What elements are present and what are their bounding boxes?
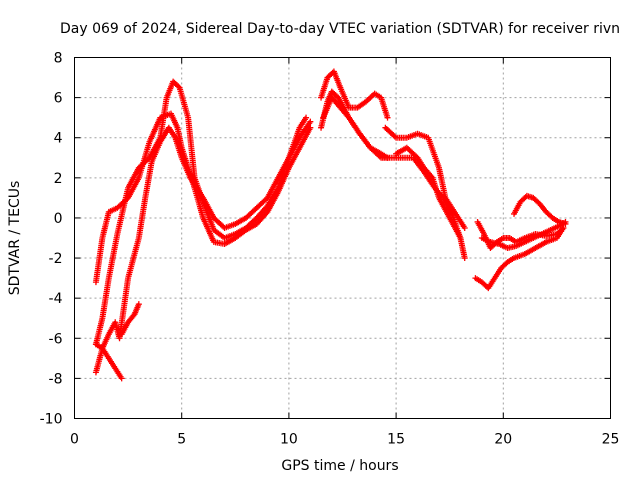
data-point bbox=[118, 375, 125, 382]
y-tick-label: -4 bbox=[49, 291, 63, 307]
data-points bbox=[92, 68, 569, 382]
x-tick-label: 25 bbox=[602, 432, 620, 448]
series-track-11 bbox=[320, 94, 391, 161]
x-tick-label: 10 bbox=[280, 432, 298, 448]
y-tick-label: -6 bbox=[49, 331, 63, 347]
series-track-16 bbox=[474, 218, 567, 252]
axis-ticks bbox=[74, 57, 611, 419]
y-tick-label: 2 bbox=[54, 171, 63, 187]
y-axis-title: SDTVAR / TECUs bbox=[7, 181, 23, 296]
data-point bbox=[130, 312, 137, 319]
data-point bbox=[384, 114, 391, 121]
data-point bbox=[559, 226, 566, 233]
series-track-9 bbox=[92, 124, 194, 376]
y-tick-label: 4 bbox=[54, 131, 63, 147]
series-track-13 bbox=[92, 341, 125, 382]
data-point bbox=[135, 301, 142, 308]
y-tick-label: 6 bbox=[54, 91, 63, 107]
data-point bbox=[457, 235, 464, 241]
plot-frame bbox=[74, 57, 611, 419]
data-point bbox=[175, 83, 182, 90]
series-track-4 bbox=[393, 144, 468, 262]
chart-title: Day 069 of 2024, Sidereal Day-to-day VTE… bbox=[60, 21, 620, 37]
y-tick-label: 0 bbox=[54, 211, 63, 227]
series-track-7 bbox=[318, 68, 391, 121]
x-tick-label: 15 bbox=[387, 432, 405, 448]
y-tick-label: -8 bbox=[49, 371, 63, 387]
series-track-14 bbox=[118, 301, 142, 338]
data-point bbox=[307, 118, 314, 125]
y-tick-label: -10 bbox=[40, 412, 63, 428]
x-axis-title: GPS time / hours bbox=[281, 458, 398, 474]
y-tick-label: 8 bbox=[54, 51, 63, 67]
series-track-2 bbox=[191, 124, 314, 248]
series-track-12 bbox=[384, 154, 464, 241]
data-point bbox=[303, 114, 310, 121]
data-point bbox=[263, 210, 270, 217]
data-point bbox=[391, 133, 398, 140]
data-point bbox=[461, 255, 468, 262]
series-track-17 bbox=[511, 192, 569, 227]
x-tick-labels: 0 5 10 15 20 25 bbox=[70, 432, 619, 448]
data-point bbox=[461, 224, 468, 231]
y-tick-label: -2 bbox=[49, 251, 63, 267]
series-track-18 bbox=[478, 218, 569, 252]
x-tick-label: 20 bbox=[494, 432, 512, 448]
y-tick-labels: -10 -8 -6 -4 -2 0 2 4 6 8 bbox=[40, 51, 63, 428]
x-tick-label: 5 bbox=[177, 432, 186, 448]
data-point bbox=[562, 218, 569, 225]
x-tick-label: 0 bbox=[70, 432, 79, 448]
series-track-10 bbox=[187, 118, 314, 231]
